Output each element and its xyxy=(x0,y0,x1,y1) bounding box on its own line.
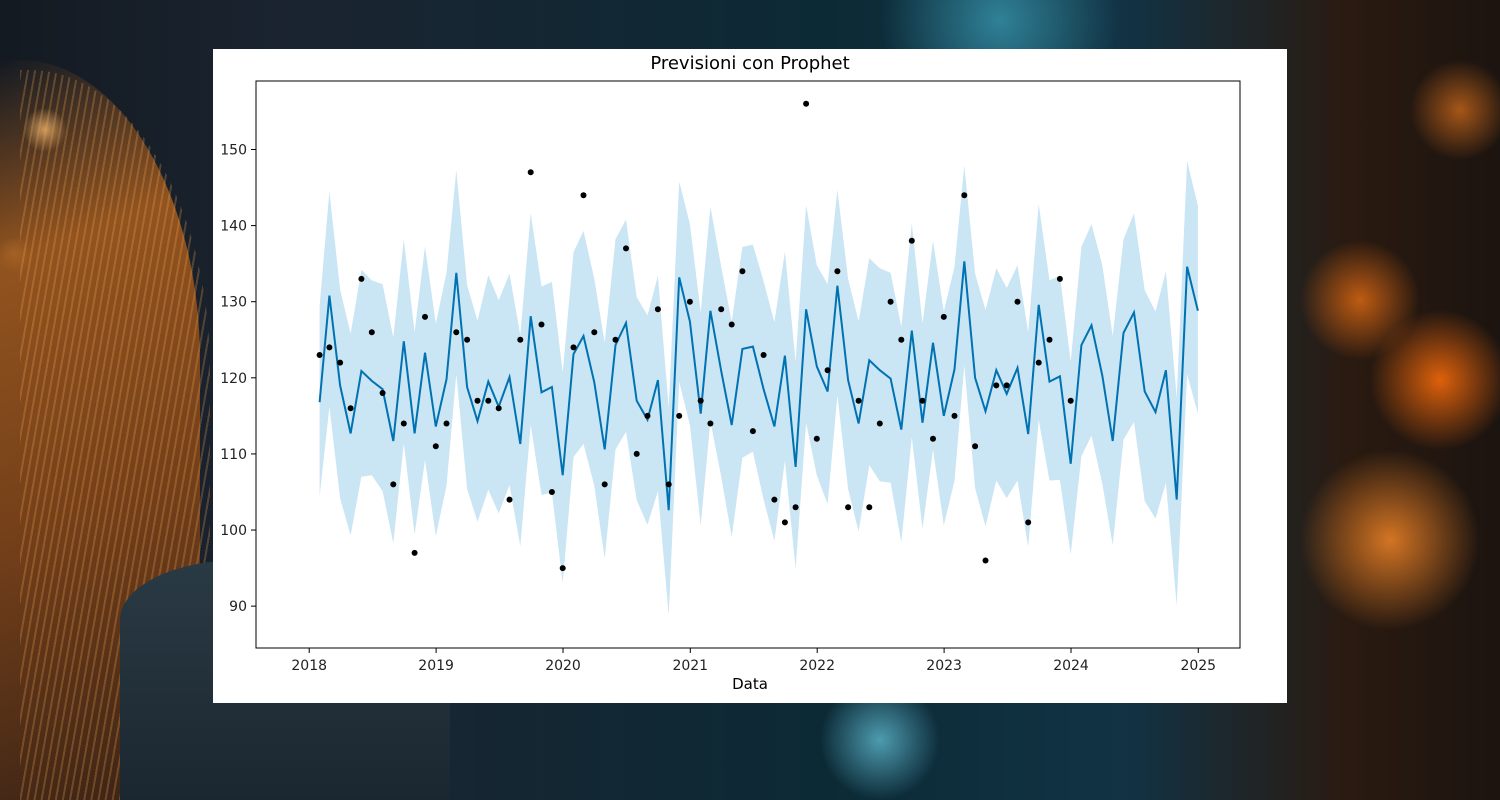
observed-point xyxy=(644,412,651,419)
observed-point xyxy=(887,298,894,305)
y-tick-label: 140 xyxy=(220,219,247,235)
x-tick-label: 2025 xyxy=(1180,658,1216,674)
y-tick-label: 110 xyxy=(220,447,247,463)
observed-point xyxy=(1003,382,1010,389)
observed-point xyxy=(485,397,492,404)
y-tick-label: 100 xyxy=(220,523,247,539)
observed-point xyxy=(908,237,915,244)
forecast-uncertainty-band xyxy=(319,160,1198,616)
observed-point xyxy=(559,565,566,572)
observed-point xyxy=(982,557,989,564)
x-tick-label: 2018 xyxy=(291,658,327,674)
observed-point xyxy=(834,268,841,275)
chart-svg: 2018 2019 2020 2021 2022 2023 2024 2025 90 100 110… xyxy=(220,80,1241,674)
y-tick-label: 90 xyxy=(229,599,247,615)
observed-point xyxy=(464,336,471,343)
observed-point xyxy=(422,313,428,320)
observed-point xyxy=(358,275,365,282)
observed-point xyxy=(1035,359,1042,366)
observed-point xyxy=(612,336,619,343)
observed-point xyxy=(443,420,450,427)
x-tick-label: 2023 xyxy=(926,658,962,674)
observed-point xyxy=(1067,397,1074,404)
observed-point xyxy=(919,397,926,404)
observed-point xyxy=(972,443,979,450)
observed-point xyxy=(453,329,460,336)
observed-point xyxy=(930,435,936,442)
chart-panel: Previsioni con Prophet 2018 2019 2020 2021 2… xyxy=(213,49,1287,703)
observed-point xyxy=(665,481,672,488)
observed-point xyxy=(337,359,344,366)
observed-point xyxy=(548,489,555,495)
observed-point xyxy=(601,481,608,488)
observed-point xyxy=(390,481,397,488)
observed-point xyxy=(591,329,598,336)
observed-point xyxy=(316,352,323,358)
forecast-line xyxy=(318,261,1199,511)
observed-point xyxy=(824,367,831,374)
observed-point xyxy=(527,169,534,176)
observed-point xyxy=(898,336,905,343)
observed-point xyxy=(495,405,502,412)
chart-title: Previsioni con Prophet xyxy=(650,53,850,74)
observed-point xyxy=(368,329,375,336)
y-tick-label: 120 xyxy=(220,371,247,387)
observed-point xyxy=(993,382,1000,389)
observed-point xyxy=(326,344,333,351)
observed-point xyxy=(728,321,735,328)
observed-point xyxy=(623,245,629,252)
observed-point xyxy=(771,496,778,503)
observed-point xyxy=(379,390,386,396)
observed-point xyxy=(432,443,439,450)
observed-point xyxy=(654,306,661,313)
observed-point xyxy=(411,549,418,556)
observed-point xyxy=(876,420,883,427)
observed-point xyxy=(855,397,862,404)
observed-point xyxy=(792,504,799,511)
observed-point xyxy=(633,450,640,457)
observed-point xyxy=(400,420,407,427)
observed-point xyxy=(940,313,947,320)
observed-point xyxy=(718,306,725,313)
observed-point xyxy=(739,268,746,275)
observed-point xyxy=(951,412,958,419)
observed-point xyxy=(1046,336,1053,343)
x-tick-label: 2024 xyxy=(1053,658,1089,674)
x-tick-label: 2020 xyxy=(545,658,581,674)
observed-point xyxy=(749,428,756,435)
observed-point xyxy=(781,519,788,526)
observed-point xyxy=(474,397,481,404)
observed-point xyxy=(538,321,545,328)
observed-point xyxy=(570,344,577,351)
observed-point xyxy=(866,504,873,511)
observed-point xyxy=(760,352,767,358)
y-tick-label: 150 xyxy=(220,142,247,158)
observed-point xyxy=(707,420,714,427)
observed-point xyxy=(676,412,683,419)
x-tick-label: 2022 xyxy=(799,658,835,674)
y-tick-label: 130 xyxy=(220,295,247,311)
observed-point xyxy=(686,298,693,305)
observed-point xyxy=(803,100,810,107)
x-axis-label: Data xyxy=(732,675,768,693)
observed-point xyxy=(347,405,354,412)
observed-point xyxy=(845,504,852,511)
plot-frame xyxy=(255,80,1241,649)
x-tick-label: 2021 xyxy=(672,658,708,674)
observed-point xyxy=(813,435,820,442)
observed-point xyxy=(697,397,704,404)
observed-point xyxy=(580,192,587,199)
observed-point xyxy=(1014,298,1021,305)
observed-point xyxy=(517,336,524,343)
observed-point xyxy=(961,192,968,199)
observed-point xyxy=(1025,519,1032,526)
observed-point xyxy=(1056,275,1063,282)
x-tick-label: 2019 xyxy=(418,658,454,674)
observed-point xyxy=(506,496,513,503)
